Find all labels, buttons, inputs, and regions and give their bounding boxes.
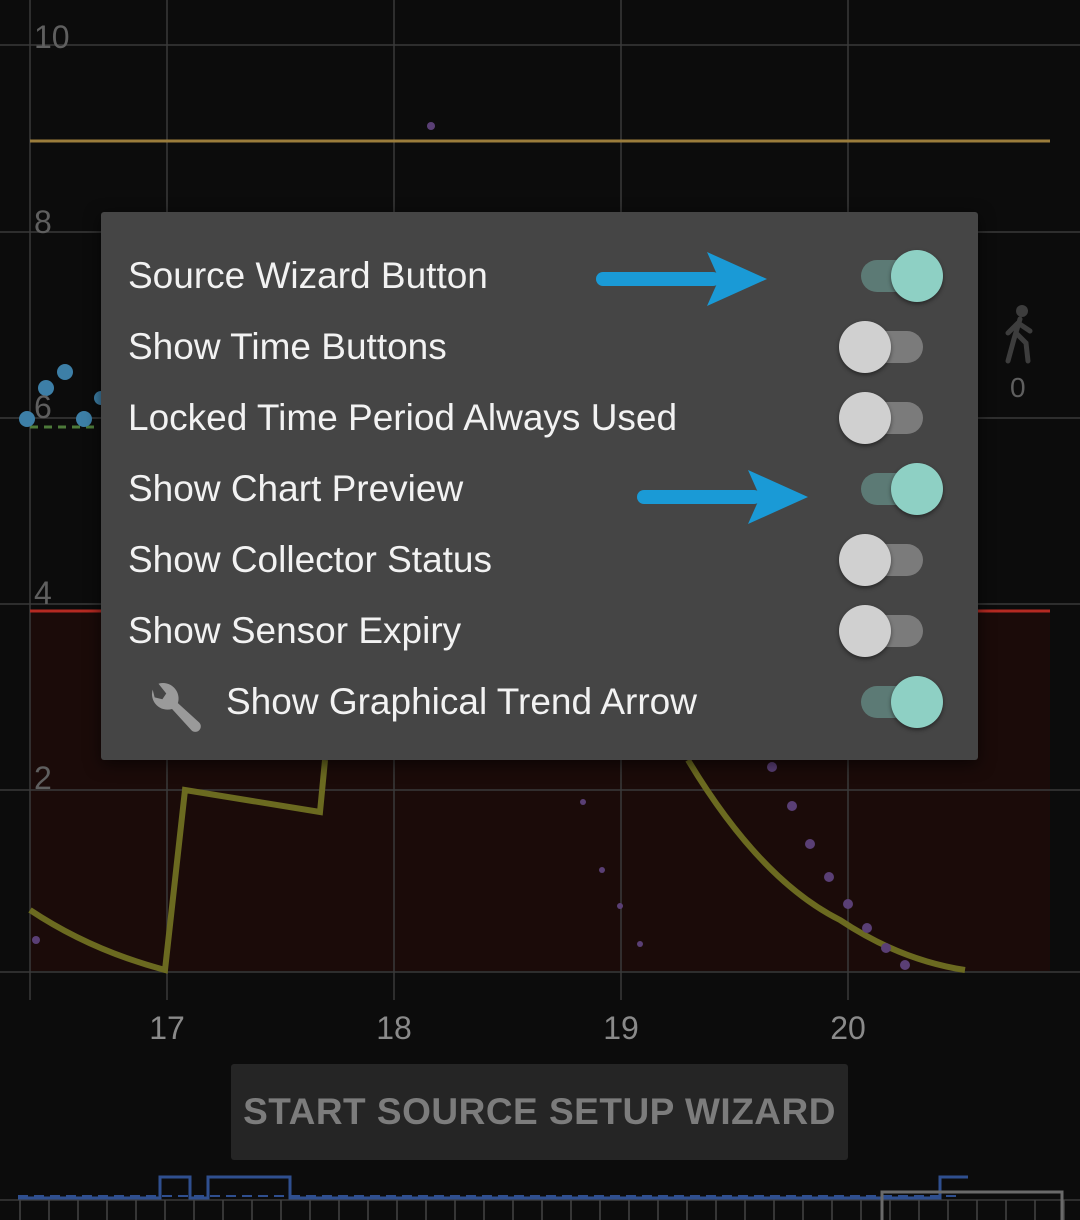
annotation-arrow-icon [596, 252, 767, 306]
setting-row-source-wizard-button[interactable]: Source Wizard Button [101, 240, 978, 311]
start-source-setup-wizard-button[interactable]: START SOURCE SETUP WIZARD [231, 1064, 848, 1160]
activity-curve-right [685, 758, 966, 973]
show-collector-status-toggle[interactable] [839, 524, 929, 595]
setting-label: Show Collector Status [128, 539, 493, 580]
activity-curve-left [28, 759, 328, 974]
wrench-icon [152, 683, 201, 732]
source-wizard-button-toggle[interactable] [839, 240, 943, 311]
show-time-buttons-toggle[interactable] [839, 311, 929, 382]
x-tick: 20 [830, 1010, 866, 1046]
setting-label: Show Graphical Trend Arrow [226, 681, 697, 722]
setting-row-show-graphical-trend-arrow[interactable]: Show Graphical Trend Arrow [101, 666, 978, 737]
y-tick: 8 [34, 204, 52, 240]
setting-row-show-collector-status[interactable]: Show Collector Status [101, 524, 978, 595]
display-settings-dialog: Source Wizard Button Show Time Buttons L… [101, 212, 978, 760]
x-axis-labels: 17 18 19 20 [149, 1010, 866, 1046]
setting-label: Show Time Buttons [128, 326, 447, 367]
show-chart-preview-toggle[interactable] [839, 453, 943, 524]
x-tick: 19 [603, 1010, 639, 1046]
setting-row-show-time-buttons[interactable]: Show Time Buttons [101, 311, 978, 382]
setting-label: Locked Time Period Always Used [128, 397, 678, 438]
y-tick: 4 [34, 575, 52, 611]
locked-time-period-toggle[interactable] [839, 382, 929, 453]
y-axis-labels: 10 8 6 4 2 [34, 19, 70, 796]
annotation-arrow-icon [637, 470, 808, 524]
setting-row-locked-time-period[interactable]: Locked Time Period Always Used [101, 382, 978, 453]
x-tick: 18 [376, 1010, 412, 1046]
step-count: 0 [1010, 372, 1026, 403]
show-graphical-trend-arrow-toggle[interactable] [839, 666, 943, 737]
setting-label: Show Sensor Expiry [128, 610, 462, 651]
x-tick: 17 [149, 1010, 185, 1046]
setting-label: Show Chart Preview [128, 468, 464, 509]
show-sensor-expiry-toggle[interactable] [839, 595, 929, 666]
y-tick: 10 [34, 19, 70, 55]
walking-person-icon [1005, 305, 1033, 364]
y-tick: 6 [34, 389, 52, 425]
setting-label: Source Wizard Button [128, 255, 488, 296]
preview-window-handle [880, 1190, 1064, 1220]
chart-preview-strip [0, 1175, 1080, 1220]
y-tick: 2 [34, 760, 52, 796]
setting-row-show-sensor-expiry[interactable]: Show Sensor Expiry [101, 595, 978, 666]
treatment-points [32, 122, 910, 970]
setting-row-show-chart-preview[interactable]: Show Chart Preview [101, 453, 978, 524]
